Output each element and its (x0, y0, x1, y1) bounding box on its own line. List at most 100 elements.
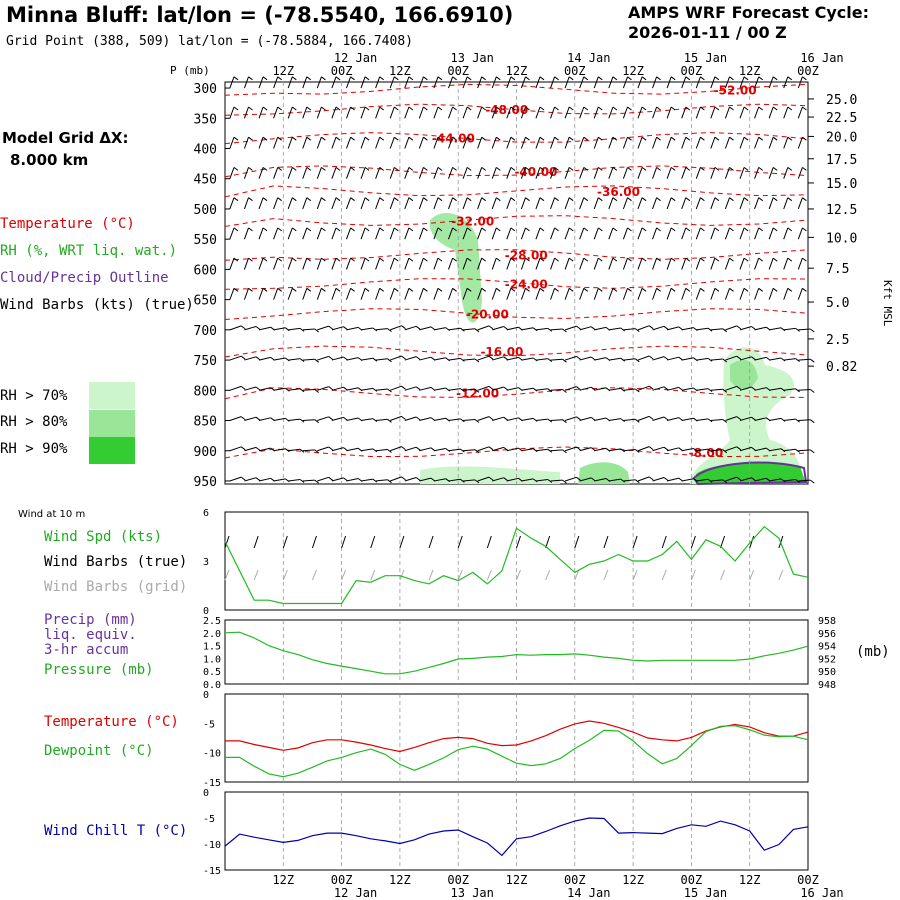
pressure-right-tick-label: 956 (818, 629, 836, 640)
wind-barb-flag (539, 197, 545, 202)
wind-barb (783, 197, 789, 210)
wind-barb-flag (648, 385, 654, 390)
wind-barb-flag (590, 356, 596, 361)
time-tick-label-bottom: 00Z (681, 873, 703, 887)
wind-barb (506, 477, 519, 482)
wind-barb (492, 386, 504, 391)
wind-barb (710, 76, 716, 89)
wind-barb-flag (372, 357, 378, 362)
wind-barb (520, 137, 526, 149)
rh-level-label-70: RH > 70% (0, 388, 68, 404)
wind-barb (418, 76, 424, 89)
wind-barb (244, 477, 257, 482)
wind-barb (317, 325, 329, 331)
wind-barb-flag (321, 287, 326, 292)
wind-barb-flag (408, 166, 414, 171)
wind-barb-flag (758, 227, 764, 232)
wind-barb (477, 227, 483, 240)
wind-barb (491, 227, 497, 240)
isotherm-line (224, 165, 809, 178)
wind-barb-flag (663, 416, 669, 421)
wind-barb-flag (452, 287, 457, 292)
time-tick-label-top: 12Z (506, 64, 528, 78)
wind-barb (681, 357, 694, 361)
time-tick-label-top: 12Z (739, 64, 761, 78)
wind-barb (390, 355, 402, 361)
wind-barb-flag (495, 257, 501, 262)
wind-barb-flag (576, 355, 581, 360)
wind-barb (652, 416, 665, 422)
model-grid-label: Model Grid ΔX: (2, 129, 129, 147)
date-label-top: 16 Jan (800, 51, 843, 65)
wind-barb (477, 476, 490, 482)
wind-barb-flag (299, 388, 305, 393)
wind-barb (783, 257, 789, 270)
wind-barb (404, 325, 417, 331)
wind-barb (448, 357, 461, 361)
wind-barb (375, 106, 381, 119)
wind-barb-flag (306, 287, 312, 292)
wind-barb-flag (408, 76, 414, 81)
wind-barb-flag (714, 257, 720, 262)
wind-barb (724, 257, 730, 270)
wind-barb (258, 167, 264, 179)
wind-barb (579, 447, 592, 452)
wind-barb-flag (751, 386, 756, 391)
panel-y-tick-label: -5 (203, 719, 215, 730)
wind-barb (564, 476, 577, 482)
wind-barb-flag (299, 327, 305, 332)
wind-barb (594, 478, 607, 482)
pressure-tick-label: 750 (194, 354, 217, 369)
wind-barb (243, 227, 249, 240)
wind-barb-flag (772, 227, 778, 232)
wind-barb (477, 288, 483, 300)
wind-barb-flag (328, 386, 334, 391)
wind-barb-flag (583, 106, 589, 111)
wind-barb-flag (772, 166, 778, 171)
wind-barb-flag (758, 257, 764, 262)
wind-barb (725, 355, 737, 361)
wind-barb (564, 76, 570, 89)
wind-barb (754, 167, 760, 179)
wind-barb-flag (802, 136, 807, 141)
pressure-unit: (mb) (856, 644, 890, 660)
wind-barb (302, 257, 308, 270)
wind-barb (666, 326, 679, 331)
wind-barb (593, 137, 599, 149)
wind10m-barb (574, 535, 580, 549)
wind-barb (244, 416, 257, 422)
wind-barb-flag (670, 106, 676, 111)
wind-barb-flag (379, 76, 385, 81)
date-label-top: 14 Jan (567, 51, 610, 65)
wind-barb-flag (554, 197, 559, 202)
wind-barb (331, 167, 337, 179)
wind-barb (302, 197, 308, 210)
wind-barb (754, 477, 767, 482)
wind-barb (739, 197, 745, 210)
wind-barb-flag (321, 227, 326, 232)
wind-barb (681, 227, 687, 240)
wind-barb-flag (525, 257, 530, 262)
wind-barb-flag (539, 166, 545, 171)
wind-barb-flag (547, 448, 553, 453)
wind-barb (535, 418, 548, 422)
panel-y-tick-label: -5 (203, 814, 215, 825)
wind-barb (492, 326, 504, 331)
wind-barb (696, 478, 709, 482)
wind-barb-flag (714, 287, 720, 292)
wind-barb-flag (328, 446, 334, 451)
wind-barb (520, 197, 526, 210)
wind-barb-flag (328, 355, 334, 360)
wind10m-barb (749, 535, 755, 549)
wind-barb (579, 197, 585, 210)
wind-barb-flag (634, 479, 640, 484)
wind-barb-flag (707, 357, 713, 362)
wind-barb (477, 257, 483, 270)
wind-barb-flag (685, 106, 691, 111)
isotherm-label: -16.00 (480, 345, 523, 359)
wind-barb-flag (437, 136, 443, 141)
wind-barb (637, 385, 650, 391)
wind-barb (608, 137, 614, 149)
wind-barb-flag (714, 197, 720, 202)
wind-barb (637, 325, 650, 331)
